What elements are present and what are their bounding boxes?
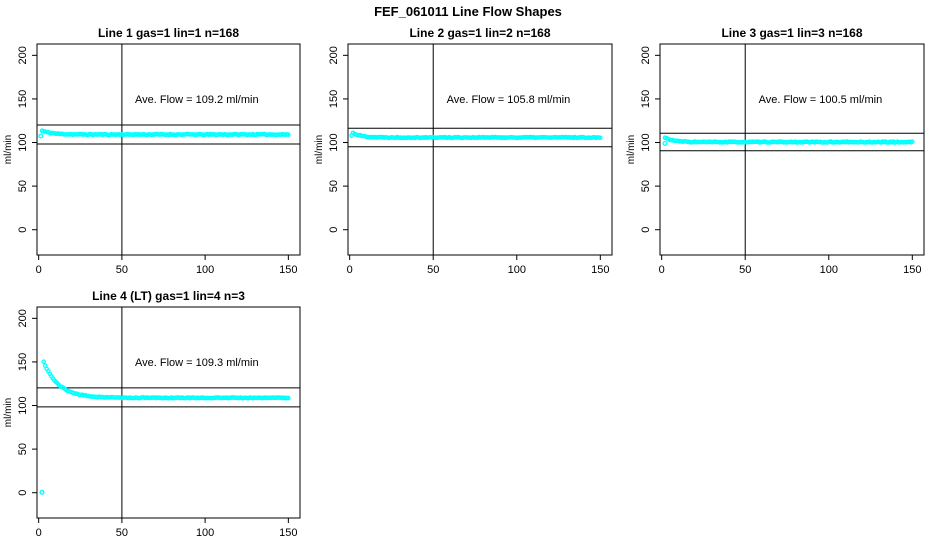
x-tick-label: 0 [347, 264, 353, 276]
subplot-3: Line 3 gas=1 lin=3 n=168 0 50 100 150 0 50 100 1… [626, 26, 925, 276]
ave-flow-annotation: Ave. Flow = 105.8 ml/min [447, 94, 571, 106]
data-point [285, 395, 291, 401]
x-tick-label: 50 [116, 264, 128, 276]
x-tick-label: 100 [820, 264, 838, 276]
y-tick-label: 0 [328, 227, 340, 233]
y-tick-label: 100 [328, 133, 340, 151]
y-tick-label: 50 [17, 443, 29, 455]
y-axis-label: ml/min [314, 135, 325, 164]
data-point-outlier [662, 140, 668, 146]
subplot-4: Line 4 (LT) gas=1 lin=4 n=3 0 50 100 150 0 50 1… [3, 289, 301, 539]
scatter-points [662, 135, 915, 146]
subplot-2: Line 2 gas=1 lin=2 n=168 0 50 100 150 0 50 100 1… [314, 26, 613, 276]
x-tick-label: 150 [279, 527, 297, 539]
x-tick-label: 100 [196, 264, 214, 276]
plot-box [36, 43, 301, 256]
y-tick-label: 100 [17, 396, 29, 414]
y-tick-label: 150 [17, 90, 29, 108]
x-tick-label: 100 [196, 527, 214, 539]
y-tick-label: 50 [328, 180, 340, 192]
x-tick-label: 150 [279, 264, 297, 276]
y-axis-label: ml/min [3, 398, 14, 427]
x-tick-label: 100 [508, 264, 526, 276]
y-tick-label: 100 [640, 133, 652, 151]
x-tick-label: 0 [36, 527, 42, 539]
y-tick-label: 200 [17, 46, 29, 64]
subplot-title: Line 2 gas=1 lin=2 n=168 [409, 26, 550, 40]
plot-box [36, 306, 301, 519]
y-tick-label: 200 [17, 309, 29, 327]
y-tick-label: 0 [640, 227, 652, 233]
x-tick-label: 150 [903, 264, 921, 276]
data-point [41, 359, 47, 365]
data-point-outlier [39, 489, 45, 495]
x-tick-label: 150 [591, 264, 609, 276]
x-tick-label: 0 [659, 264, 665, 276]
x-tick-label: 50 [739, 264, 751, 276]
y-tick-label: 150 [17, 353, 29, 371]
scatter-points [38, 128, 291, 139]
figure-title: FEF_061011 Line Flow Shapes [374, 4, 562, 19]
data-point [285, 132, 291, 137]
ave-flow-annotation: Ave. Flow = 100.5 ml/min [759, 94, 883, 106]
plot-box [659, 43, 925, 256]
data-point-outlier [38, 133, 44, 139]
y-tick-label: 200 [640, 46, 652, 64]
data-point-outlier [349, 132, 355, 139]
ave-flow-annotation: Ave. Flow = 109.3 ml/min [135, 357, 259, 369]
y-tick-label: 100 [17, 133, 29, 151]
y-tick-label: 150 [640, 90, 652, 108]
subplot-1: Line 1 gas=1 lin=1 n=168 0 50 100 150 0 50 100 1… [3, 26, 301, 276]
x-tick-label: 50 [116, 527, 128, 539]
y-tick-label: 0 [17, 490, 29, 496]
y-tick-label: 150 [328, 90, 340, 108]
subplot-title: Line 4 (LT) gas=1 lin=4 n=3 [92, 289, 245, 303]
y-axis-label: ml/min [3, 135, 14, 164]
scatter-points [349, 130, 603, 141]
y-tick-label: 50 [640, 180, 652, 192]
y-tick-label: 50 [17, 180, 29, 192]
x-tick-label: 50 [427, 264, 439, 276]
x-tick-label: 0 [36, 264, 42, 276]
y-axis-label: ml/min [626, 135, 637, 164]
ave-flow-annotation: Ave. Flow = 109.2 ml/min [135, 94, 259, 106]
y-tick-label: 0 [17, 227, 29, 233]
y-tick-label: 200 [328, 46, 340, 64]
data-point [909, 139, 915, 144]
subplot-title: Line 1 gas=1 lin=1 n=168 [98, 26, 239, 40]
data-point [597, 135, 603, 141]
subplot-title: Line 3 gas=1 lin=3 n=168 [721, 26, 862, 40]
scatter-points [39, 359, 291, 495]
plot-box [347, 43, 613, 256]
